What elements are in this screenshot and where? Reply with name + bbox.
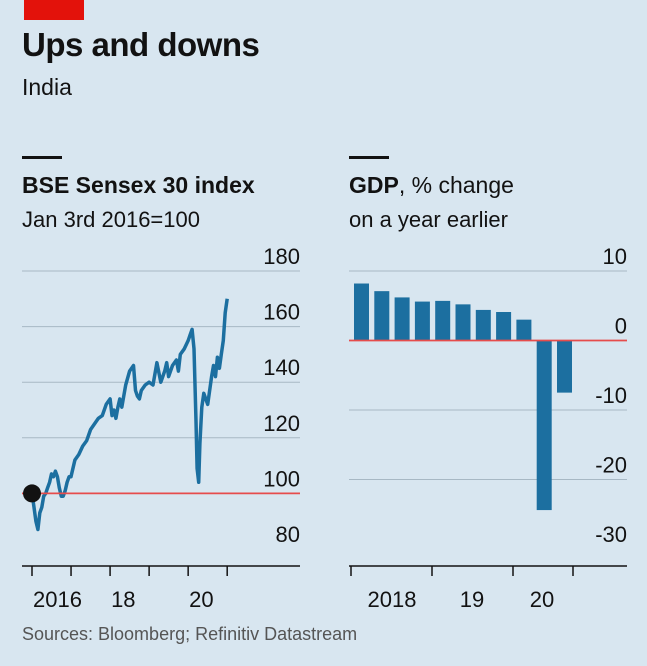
gdp-y-tick-label: 10 [603, 244, 627, 269]
gdp-x-tick-label: 20 [530, 587, 554, 612]
chart-title: Ups and downs [22, 26, 260, 63]
gdp-bar [516, 319, 532, 341]
sensex-y-tick-label: 80 [276, 522, 300, 547]
gdp-bar [354, 283, 369, 341]
sensex-x-tick-label: 20 [189, 587, 213, 612]
sensex-y-tick-label: 140 [263, 355, 300, 380]
sensex-x-tick-label: 18 [111, 587, 135, 612]
left-panel-rule [22, 156, 62, 159]
gdp-x-tick-label: 19 [460, 587, 484, 612]
gdp-bar [414, 301, 430, 341]
gdp-bar [557, 340, 572, 393]
gdp-bar [374, 291, 390, 341]
gdp-bar [496, 312, 512, 341]
sensex-series-line [30, 298, 229, 532]
sensex-panel-subtitle: Jan 3rd 2016=100 [22, 207, 200, 232]
gdp-y-tick-label: -10 [595, 383, 627, 408]
right-panel-rule [349, 156, 389, 159]
gdp-bar [394, 297, 410, 341]
sensex-y-tick-label: 160 [263, 300, 300, 325]
sensex-panel-title: BSE Sensex 30 index [22, 170, 255, 200]
gdp-bar [435, 300, 451, 341]
sensex-x-tick-label: 2016 [33, 587, 82, 612]
gdp-panel-subtitle: on a year earlier [349, 207, 508, 232]
gdp-bar [475, 309, 491, 341]
gdp-bar [455, 304, 471, 341]
sensex-title: BSE Sensex 30 index [22, 172, 255, 198]
gdp-title: GDP [349, 172, 399, 198]
sensex-start-marker [23, 484, 41, 503]
sensex-y-tick-label: 100 [263, 466, 300, 491]
gdp-y-tick-label: -30 [595, 522, 627, 547]
source-note: Sources: Bloomberg; Refinitiv Datastream [22, 624, 358, 644]
gdp-y-tick-label: 0 [615, 314, 627, 339]
gdp-x-tick-label: 2018 [368, 587, 417, 612]
gdp-y-tick-label: -20 [595, 453, 627, 478]
gdp-bar [536, 340, 552, 511]
gdp-title-suffix: , % change [398, 172, 514, 198]
chart-subtitle: India [22, 74, 72, 100]
gdp-panel-title: GDP, % change [349, 170, 514, 200]
sensex-y-tick-label: 180 [263, 244, 300, 269]
brand-tag [24, 0, 84, 20]
sensex-y-tick-label: 120 [263, 411, 300, 436]
